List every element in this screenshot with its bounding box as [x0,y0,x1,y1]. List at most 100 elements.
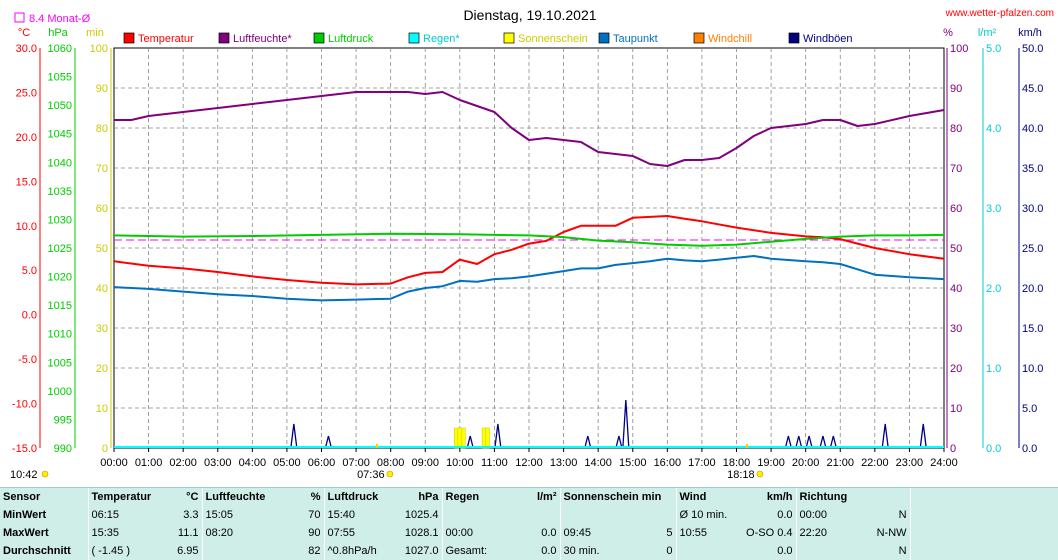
pressure-tick-label: 1000 [48,386,72,398]
humidity-tick-label: 50 [950,243,962,255]
pressure-tick-label: 1050 [48,100,72,112]
series-windböen-spike [622,399,630,449]
series-windböen-spike [919,423,927,449]
sunset-time-label: 18:18 [727,469,755,481]
cell-value [498,506,560,524]
rain-tick-label: 5.0 [986,43,1001,55]
x-tick-label: 11:00 [481,457,508,469]
x-tick-label: 19:00 [757,457,785,469]
x-tick-label: 16:00 [654,457,682,469]
minutes-tick-label: 60 [96,203,108,215]
minutes-tick-label: 80 [96,123,108,135]
cell-value [632,506,676,524]
legend-swatch [218,32,230,44]
cell-value: 5 [666,527,673,539]
hdr-spacer [909,488,1058,506]
cell-time: 00:00 [441,524,498,542]
series-taupunkt-line [113,255,945,302]
legend-item-label: Luftdruck [328,33,374,45]
wind-tick-label: 20.0 [1022,283,1043,295]
cell-value: N [898,545,907,557]
weather-chart: Dienstag, 19.10.2021 www.wetter-pfalzen.… [10,7,1054,481]
hdr-hum-unit: % [310,491,321,503]
hdr-rain-unit: l/m² [536,491,557,503]
hdr-dir: Richtung [795,488,911,506]
stats-row-max: MaxWert 15:35 11.1 08:20 90 07:55 1028.1… [0,524,1058,542]
series-luftfeuchte-line [114,91,945,167]
hdr-temp-unit: °C [186,491,199,503]
cell-spacer [909,524,1058,542]
wind-tick-label: 10.0 [1022,363,1043,375]
cell-time: 15:40 [323,506,396,524]
cell-value: 90 [308,527,321,539]
x-tick-label: 05:00 [273,457,301,469]
x-tick-label: 09:00 [411,457,439,469]
chart-title: Dienstag, 19.10.2021 [463,7,596,23]
minutes-tick-label: 30 [96,323,108,335]
cell-time: 30 min. [559,542,632,560]
x-axis: 00:00 01:00 02:00 03:00 04:00 05:00 06:00 07:00… [10,444,958,481]
stats-row-min: MinWert 06:15 3.3 15:05 70 15:40 1025.4 … [0,506,1058,524]
sunrise-sun-icon [386,470,394,478]
series-luftdruck-line [113,232,945,247]
cell-time: 22:20 [795,524,857,542]
cell-value: 1027.0 [404,545,439,557]
x-tick-label: 08:00 [377,457,405,469]
temp-tick-label: -15.0 [12,443,37,455]
cell-spacer [909,506,1058,524]
legend-item-label: Sonnenschein [518,33,588,45]
rain-tick-label: 2.0 [986,283,1001,295]
legend-swatch [598,32,610,44]
series-windböen-spike [615,435,623,449]
pressure-tick-label: 1015 [48,300,72,312]
pressure-tick-label: 1045 [48,129,72,141]
series-sonnenschein-bar [461,427,466,449]
pressure-unit-label: hPa [48,27,68,39]
cell-time: Ø 10 min. [675,506,737,524]
grid [113,47,945,449]
cell-value: 11.1 [177,527,199,539]
legend-swatch [788,32,800,44]
source-link[interactable]: www.wetter-pfalzen.com [945,8,1054,19]
cell-time: 07:55 [323,524,396,542]
humidity-tick-label: 0 [950,443,956,455]
legend-item-label: Temperatur [138,33,194,45]
cell-value: 0.0 [541,527,557,539]
series-windböen-spike [324,435,333,449]
cell-time: 09:45 [559,524,632,542]
hdr-wind-unit: km/h [766,491,793,503]
humidity-tick-label: 80 [950,123,962,135]
temp-tick-label: 15.0 [16,176,37,188]
cell-time: 08:20 [201,524,274,542]
x-tick-label: 10:00 [446,457,474,469]
x-tick-label: 20:00 [792,457,820,469]
cell-time [559,506,632,524]
stats-table: Sensor Temperatur °C Luftfeuchte % Luftd… [0,488,1058,560]
cell-value: 0.0 [541,545,557,557]
series-windböen-spike [829,435,837,449]
minutes-tick-label: 100 [90,43,108,55]
minutes-tick-label: 0 [102,443,108,455]
wind-tick-label: 5.0 [1022,403,1037,415]
hdr-rain: Regen [441,488,498,506]
series-windböen-spike [784,435,793,449]
pressure-tick-label: 1025 [48,243,72,255]
series-sonnenschein-bar [485,427,490,449]
x-tick-label: 03:00 [204,457,232,469]
x-tick-label: 00:00 [100,457,128,469]
series-windböen-spike [881,423,889,449]
cell-time: 15:35 [87,524,160,542]
pressure-tick-label: 995 [54,414,72,426]
cell-time: 00:00 [795,506,857,524]
temp-tick-label: -5.0 [18,354,37,366]
series-windböen-spike [819,435,827,449]
wind-tick-label: 45.0 [1022,83,1043,95]
corner-sun-icon [41,470,49,478]
hdr-sun: Sonnenschein min [559,488,677,506]
rain-tick-label: 0.0 [986,443,1001,455]
hdr-hum: Luftfeuchte [201,488,274,506]
minutes-tick-label: 10 [96,403,108,415]
series [113,91,945,449]
legend-swatch [313,32,325,44]
cell-value: 70 [308,509,321,521]
